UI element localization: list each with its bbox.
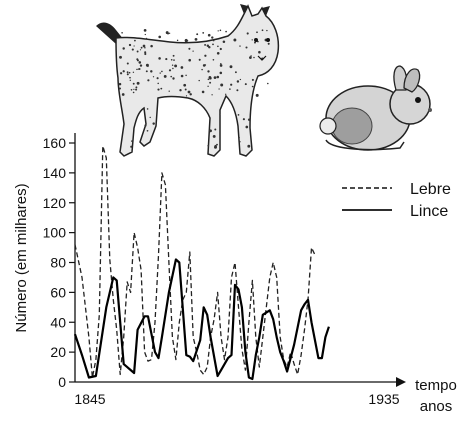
series-line-lince [73, 258, 330, 381]
x-tick-label: 1845 [74, 391, 105, 407]
y-tick-label: 60 [50, 284, 66, 300]
y-tick-label: 0 [58, 374, 66, 390]
y-tick-label: 40 [50, 314, 66, 330]
y-tick-label: 160 [43, 135, 67, 151]
legend-label-lebre: Lebre [410, 181, 451, 198]
y-tick-label: 80 [50, 255, 66, 271]
x-axis-arrow [396, 377, 406, 387]
lynx-illustration [96, 4, 280, 157]
series-line-lebre [74, 145, 316, 379]
x-axis-title-unit: anos [420, 398, 453, 415]
x-tick-label: 1935 [368, 391, 399, 407]
x-ticks: 1845 1935 [74, 391, 399, 407]
y-tick-label: 20 [50, 344, 66, 360]
series-layer [73, 145, 330, 381]
legend: Lebre Lince [342, 181, 451, 220]
y-tick-label: 100 [43, 225, 67, 241]
rabbit-illustration [319, 65, 432, 151]
y-tick-label: 140 [43, 165, 67, 181]
x-axis-title: tempo [415, 377, 457, 394]
y-tick-label: 120 [43, 195, 67, 211]
y-ticks: 0 20 40 60 80 100 120 140 160 [43, 135, 75, 390]
legend-label-lince: Lince [410, 203, 448, 220]
y-axis-title: Número (em milhares) [13, 183, 30, 332]
